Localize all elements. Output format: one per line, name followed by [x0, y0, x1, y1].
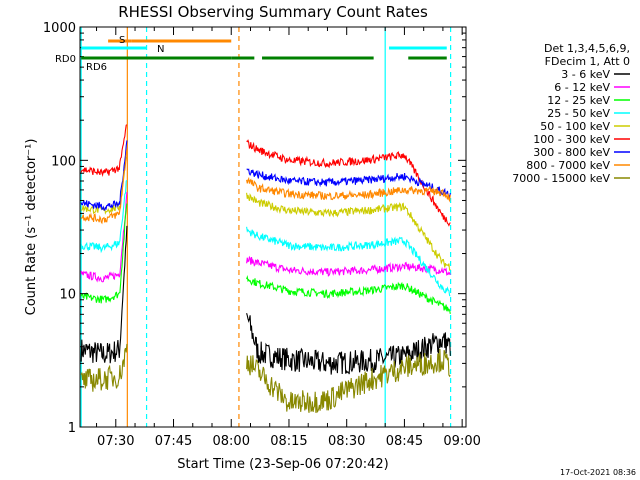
- legend-entry-label: 300 - 800 keV: [533, 146, 610, 159]
- y-tick-label: 10: [59, 288, 76, 303]
- flag-label-s: S: [119, 35, 125, 46]
- plot-area: [80, 27, 452, 427]
- x-tick-label: 08:45: [386, 434, 423, 449]
- legend-entry-label: 25 - 50 keV: [547, 107, 610, 120]
- flag-label-rd6: RD6: [86, 62, 107, 73]
- legend-entry-label: 800 - 7000 keV: [526, 159, 610, 172]
- series-line-1-part-2: [246, 313, 451, 375]
- x-tick-label: 08:15: [270, 434, 307, 449]
- legend-entry-label: 100 - 300 keV: [533, 133, 610, 146]
- legend-entry-label: 50 - 100 keV: [540, 120, 610, 133]
- legend-entry-label: 12 - 25 keV: [547, 94, 610, 107]
- series-line-5-part-1: [81, 156, 128, 215]
- series-line-7-part-2: [246, 168, 451, 199]
- series-line-4-part-1: [80, 179, 128, 254]
- series-line-6-part-1: [80, 124, 128, 178]
- series-line-6-part-2: [246, 139, 451, 227]
- series-line-3-part-2: [246, 274, 451, 315]
- series-line-9-part-1: [80, 343, 128, 392]
- legend-header-line-1: Det 1,3,4,5,6,9,: [544, 42, 630, 55]
- series-line-2-part-1: [80, 191, 128, 283]
- y-tick-label: 1: [68, 421, 76, 436]
- y-tick-label: 1000: [43, 21, 76, 36]
- series-line-8-part-2: [246, 176, 451, 203]
- legend-entry-label: 3 - 6 keV: [561, 68, 610, 81]
- generation-timestamp: 17-Oct-2021 08:36: [560, 468, 636, 477]
- series-line-7-part-1: [80, 140, 128, 211]
- series-line-1-part-1: [80, 225, 128, 364]
- x-tick-label: 07:30: [97, 434, 134, 449]
- x-axis-label: Start Time (23-Sep-06 07:20:42): [177, 457, 388, 472]
- x-tick-label: 07:45: [155, 434, 192, 449]
- y-tick-label: 100: [51, 154, 76, 169]
- y-axis-label: Count Rate (s⁻¹ detector⁻¹): [24, 139, 39, 316]
- series-line-5-part-2: [246, 192, 451, 272]
- legend-entry-label: 7000 - 15000 keV: [512, 172, 610, 185]
- series-line-9-part-2: [246, 348, 451, 414]
- axis-ticks: 1 10 100 1000 07:30 07:45 08:00 08:15 08:30 08:45…: [43, 21, 481, 449]
- series-line-4-part-2: [246, 226, 451, 297]
- legend-entry-label: 6 - 12 keV: [554, 81, 610, 94]
- chart-title: RHESSI Observing Summary Count Rates: [118, 3, 428, 21]
- series-line-3-part-1: [80, 203, 128, 304]
- legend-header-line-2: FDecim 1, Att 0: [545, 55, 630, 68]
- x-tick-label: 08:00: [213, 434, 250, 449]
- legend: Det 1,3,4,5,6,9,FDecim 1, Att 03 - 6 keV…: [512, 42, 630, 185]
- plot-frame: [79, 26, 467, 428]
- x-tick-label: 09:00: [443, 434, 480, 449]
- flag-label-rd0: RD0: [55, 54, 76, 65]
- series-line-2-part-2: [246, 255, 451, 277]
- series-line-8-part-1: [80, 149, 128, 225]
- x-tick-label: 08:30: [328, 434, 365, 449]
- flag-bars: S N RD0 RD6: [55, 35, 447, 73]
- flag-label-n: N: [157, 44, 164, 55]
